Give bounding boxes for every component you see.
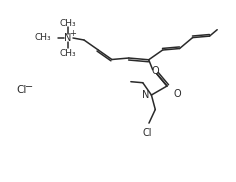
Text: Cl: Cl — [17, 85, 27, 95]
Text: O: O — [152, 66, 160, 76]
Text: CH₃: CH₃ — [60, 48, 76, 58]
Text: +: + — [70, 29, 76, 37]
Text: N: N — [142, 90, 149, 100]
Text: N: N — [64, 33, 72, 43]
Text: O: O — [174, 89, 182, 99]
Text: Cl: Cl — [142, 128, 152, 138]
Text: CH₃: CH₃ — [34, 33, 51, 43]
Text: −: − — [25, 82, 33, 92]
Text: CH₃: CH₃ — [60, 19, 76, 27]
